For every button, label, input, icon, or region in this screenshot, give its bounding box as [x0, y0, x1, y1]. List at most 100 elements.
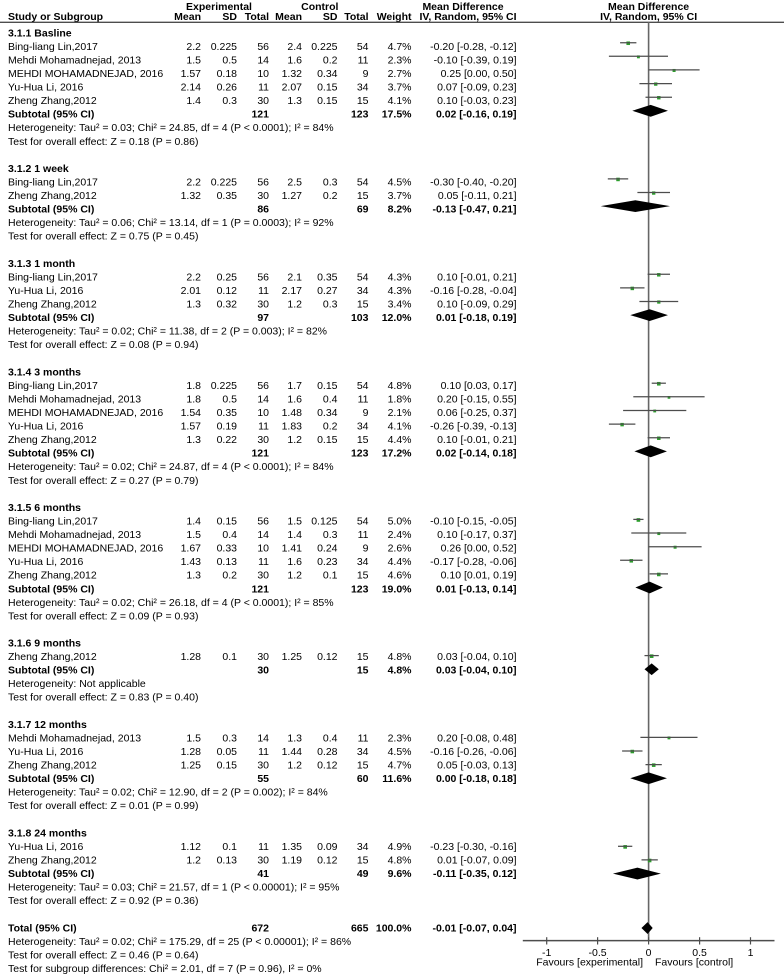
svg-text:2.5: 2.5	[287, 177, 302, 189]
svg-text:0.07 [-0.09, 0.23]: 0.07 [-0.09, 0.23]	[437, 82, 516, 94]
svg-text:2.4: 2.4	[287, 41, 302, 53]
svg-text:Experimental: Experimental	[186, 1, 252, 13]
svg-text:-0.16 [-0.28, -0.04]: -0.16 [-0.28, -0.04]	[430, 285, 516, 297]
svg-text:0.02 [-0.14, 0.18]: 0.02 [-0.14, 0.18]	[436, 448, 517, 460]
svg-text:1.2: 1.2	[287, 570, 302, 582]
svg-text:0.10 [-0.17, 0.37]: 0.10 [-0.17, 0.37]	[437, 529, 516, 541]
svg-text:1.54: 1.54	[181, 407, 202, 419]
svg-text:10: 10	[257, 68, 269, 80]
svg-text:5.0%: 5.0%	[388, 516, 412, 528]
svg-text:30: 30	[257, 434, 269, 446]
svg-text:10: 10	[257, 543, 269, 555]
svg-text:1.35: 1.35	[282, 841, 303, 853]
svg-text:11: 11	[358, 393, 369, 405]
svg-text:Zheng Zhang,2012: Zheng Zhang,2012	[8, 855, 97, 867]
svg-text:69: 69	[357, 204, 369, 216]
svg-text:15: 15	[357, 190, 369, 202]
svg-text:17.5%: 17.5%	[382, 109, 412, 121]
svg-text:1.12: 1.12	[181, 841, 202, 853]
svg-text:3.7%: 3.7%	[388, 82, 412, 94]
svg-text:1.7: 1.7	[287, 380, 302, 392]
svg-text:2.2: 2.2	[186, 177, 201, 189]
svg-text:IV, Random, 95% CI: IV, Random, 95% CI	[600, 11, 697, 23]
svg-text:IV, Random, 95% CI: IV, Random, 95% CI	[419, 11, 516, 23]
svg-text:1.2: 1.2	[186, 855, 201, 867]
svg-text:Subtotal (95% CI): Subtotal (95% CI)	[8, 312, 94, 324]
svg-text:0.22: 0.22	[217, 434, 238, 446]
svg-text:15: 15	[357, 434, 369, 446]
svg-text:4.4%: 4.4%	[388, 556, 412, 568]
svg-text:1.27: 1.27	[282, 190, 303, 202]
svg-text:-0.23 [-0.30, -0.16]: -0.23 [-0.30, -0.16]	[430, 841, 516, 853]
svg-text:Heterogeneity: Tau² = 0.03; Ch: Heterogeneity: Tau² = 0.03; Chi² = 21.57…	[8, 882, 339, 894]
svg-text:30: 30	[257, 760, 269, 772]
svg-text:Bing-liang Lin,2017: Bing-liang Lin,2017	[8, 177, 98, 189]
svg-text:0.3: 0.3	[323, 299, 338, 311]
svg-text:Mean: Mean	[275, 11, 302, 23]
svg-text:Yu-Hua Li, 2016: Yu-Hua Li, 2016	[8, 841, 83, 853]
svg-text:Yu-Hua Li, 2016: Yu-Hua Li, 2016	[8, 421, 83, 433]
svg-text:11: 11	[258, 556, 269, 568]
svg-text:1.4: 1.4	[287, 529, 302, 541]
svg-text:4.8%: 4.8%	[388, 665, 413, 677]
svg-text:Heterogeneity: Tau² = 0.02; Ch: Heterogeneity: Tau² = 0.02; Chi² = 175.2…	[8, 936, 351, 948]
svg-text:0.225: 0.225	[211, 380, 237, 392]
svg-text:Favours [control]: Favours [control]	[655, 957, 733, 969]
svg-text:30: 30	[257, 95, 269, 107]
svg-text:Bing-liang Lin,2017: Bing-liang Lin,2017	[8, 271, 98, 283]
svg-text:1.5: 1.5	[186, 732, 201, 744]
svg-text:0.15: 0.15	[317, 82, 338, 94]
svg-text:30: 30	[257, 190, 269, 202]
svg-text:1.2: 1.2	[287, 760, 302, 772]
svg-text:0.26 [0.00, 0.52]: 0.26 [0.00, 0.52]	[441, 543, 517, 555]
svg-text:Heterogeneity: Tau² = 0.02; Ch: Heterogeneity: Tau² = 0.02; Chi² = 24.87…	[8, 461, 334, 473]
svg-text:56: 56	[257, 516, 269, 528]
svg-text:0.20 [-0.15, 0.55]: 0.20 [-0.15, 0.55]	[437, 393, 516, 405]
svg-text:1.3: 1.3	[287, 732, 302, 744]
svg-text:1.8: 1.8	[186, 393, 201, 405]
svg-text:0.10 [-0.01, 0.21]: 0.10 [-0.01, 0.21]	[437, 271, 516, 283]
svg-text:54: 54	[357, 41, 369, 53]
svg-text:103: 103	[351, 312, 369, 324]
svg-text:11: 11	[358, 732, 369, 744]
svg-text:-0.16 [-0.26, -0.06]: -0.16 [-0.26, -0.06]	[430, 746, 516, 758]
svg-text:Zheng Zhang,2012: Zheng Zhang,2012	[8, 570, 97, 582]
svg-text:0.1: 0.1	[222, 841, 237, 853]
svg-text:0.05 [-0.03, 0.13]: 0.05 [-0.03, 0.13]	[437, 760, 516, 772]
svg-text:1.4: 1.4	[186, 516, 201, 528]
svg-text:4.8%: 4.8%	[388, 855, 412, 867]
svg-text:0.10 [-0.03, 0.23]: 0.10 [-0.03, 0.23]	[437, 95, 516, 107]
svg-text:0.12: 0.12	[317, 855, 338, 867]
svg-text:SD: SD	[222, 11, 237, 23]
svg-text:1.41: 1.41	[282, 543, 303, 555]
svg-text:0.23: 0.23	[317, 556, 338, 568]
svg-text:Total (95% CI): Total (95% CI)	[8, 922, 77, 934]
svg-text:97: 97	[257, 312, 269, 324]
svg-text:123: 123	[351, 109, 369, 121]
svg-text:-0.11 [-0.35, 0.12]: -0.11 [-0.35, 0.12]	[433, 868, 516, 880]
svg-text:0.13: 0.13	[217, 556, 238, 568]
svg-text:86: 86	[257, 204, 269, 216]
svg-text:MEHDI MOHAMADNEJAD, 2016: MEHDI MOHAMADNEJAD, 2016	[8, 68, 163, 80]
svg-text:1: 1	[748, 947, 754, 959]
svg-text:1.3: 1.3	[287, 95, 302, 107]
svg-text:0.4: 0.4	[323, 393, 338, 405]
svg-text:1.25: 1.25	[181, 760, 202, 772]
svg-text:0.06 [-0.25, 0.37]: 0.06 [-0.25, 0.37]	[437, 407, 516, 419]
svg-text:Zheng Zhang,2012: Zheng Zhang,2012	[8, 760, 97, 772]
svg-text:-0.01 [-0.07, 0.04]: -0.01 [-0.07, 0.04]	[432, 922, 516, 934]
svg-text:Test for subgroup differences:: Test for subgroup differences: Chi² = 2.…	[8, 963, 322, 975]
svg-text:Bing-liang Lin,2017: Bing-liang Lin,2017	[8, 516, 98, 528]
svg-text:55: 55	[257, 773, 269, 785]
svg-text:Zheng Zhang,2012: Zheng Zhang,2012	[8, 95, 97, 107]
svg-text:0.3: 0.3	[323, 177, 338, 189]
svg-text:15: 15	[357, 95, 369, 107]
svg-text:0: 0	[646, 947, 652, 959]
svg-text:0.5: 0.5	[692, 947, 707, 959]
svg-text:3.1.3 1 month: 3.1.3 1 month	[8, 258, 75, 270]
svg-text:Test for overall effect: Z = 0: Test for overall effect: Z = 0.92 (P = 0…	[8, 895, 198, 907]
svg-text:4.7%: 4.7%	[388, 760, 412, 772]
svg-text:MEHDI MOHAMADNEJAD, 2016: MEHDI MOHAMADNEJAD, 2016	[8, 543, 163, 555]
svg-text:0.20 [-0.08, 0.48]: 0.20 [-0.08, 0.48]	[437, 732, 516, 744]
svg-text:49: 49	[357, 868, 369, 880]
